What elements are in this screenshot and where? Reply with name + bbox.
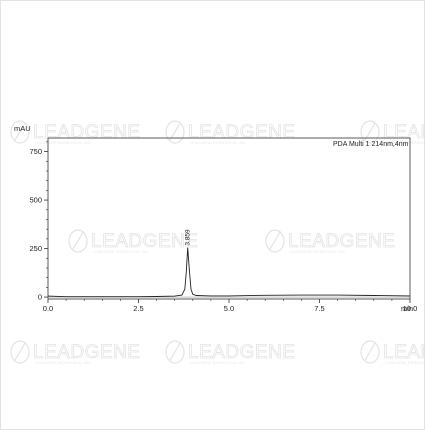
watermark-subtext: LEADGENE BIOMEDICAL INC. [35, 140, 92, 145]
watermark-text: LEADGENE [188, 342, 295, 363]
watermark-subtext: LEADGENE BIOMEDICAL INC. [190, 360, 247, 365]
y-axis-label: mAU [14, 124, 31, 133]
x-tick-label: 7.5 [314, 304, 324, 313]
watermark-leaf-icon [68, 229, 88, 253]
y-tick-label: 500 [29, 196, 42, 205]
watermark-leaf-vein [364, 122, 376, 141]
x-axis-ticks: 0.0 2.5 5.0 7.5 10.0 [43, 299, 418, 313]
y-axis-ticks: 0 250 500 750 [29, 147, 48, 302]
watermark-subtext: LEADGENE BIOMEDICAL INC. [385, 360, 425, 365]
watermark-leaf-vein [269, 231, 281, 250]
x-tick-label: 0.0 [43, 304, 53, 313]
watermark-leaf-vein [169, 342, 181, 361]
watermark-leaf-icon [165, 340, 185, 364]
x-tick-label: 5.0 [224, 304, 234, 313]
watermark-text: LEADGENE [288, 231, 395, 252]
y-minor-ticks [46, 141, 48, 288]
peak-labels: 3.859 [185, 229, 192, 246]
watermark-leaf-vein [72, 231, 84, 250]
chromatogram-trace [47, 247, 411, 298]
y-tick-label: 750 [29, 147, 42, 156]
legend-text: PDA Multi 1 214nm,4nm [333, 141, 409, 148]
watermark-subtext: LEADGENE BIOMEDICAL INC. [190, 140, 247, 145]
x-tick-label: 2.5 [133, 304, 143, 313]
watermark-leaf-vein [14, 122, 26, 141]
x-minor-ticks [65, 299, 393, 301]
watermark-text: LEADGENE [91, 231, 198, 252]
y-tick-label: 0 [38, 293, 42, 302]
watermark-leaf-icon [10, 120, 30, 144]
watermark-subtext: LEADGENE BIOMEDICAL INC. [35, 360, 92, 365]
watermark-leaf-icon [265, 229, 285, 253]
x-tick-label: 10.0 [403, 304, 418, 313]
x-axis-label: min [401, 304, 413, 313]
watermark-leaf-vein [364, 342, 376, 361]
watermark-leaf-vein [169, 122, 181, 141]
watermark-leaf-icon [10, 340, 30, 364]
watermark-subtext: LEADGENE BIOMEDICAL INC. [290, 249, 347, 254]
watermark-subtext: LEADGENE BIOMEDICAL INC. [93, 249, 150, 254]
watermark-leaf-icon [360, 120, 380, 144]
watermark-text: LEADGENE [383, 342, 425, 363]
watermark-leaf-icon [360, 340, 380, 364]
plot-frame [47, 137, 411, 300]
y-tick-label: 250 [29, 244, 42, 253]
watermark-text: LEADGENE [33, 342, 140, 363]
watermark-leaf-vein [14, 342, 26, 361]
watermark-subtext: LEADGENE BIOMEDICAL INC. [385, 140, 425, 145]
watermark-leaf-icon [165, 120, 185, 144]
peak-label: 3.859 [185, 229, 192, 246]
